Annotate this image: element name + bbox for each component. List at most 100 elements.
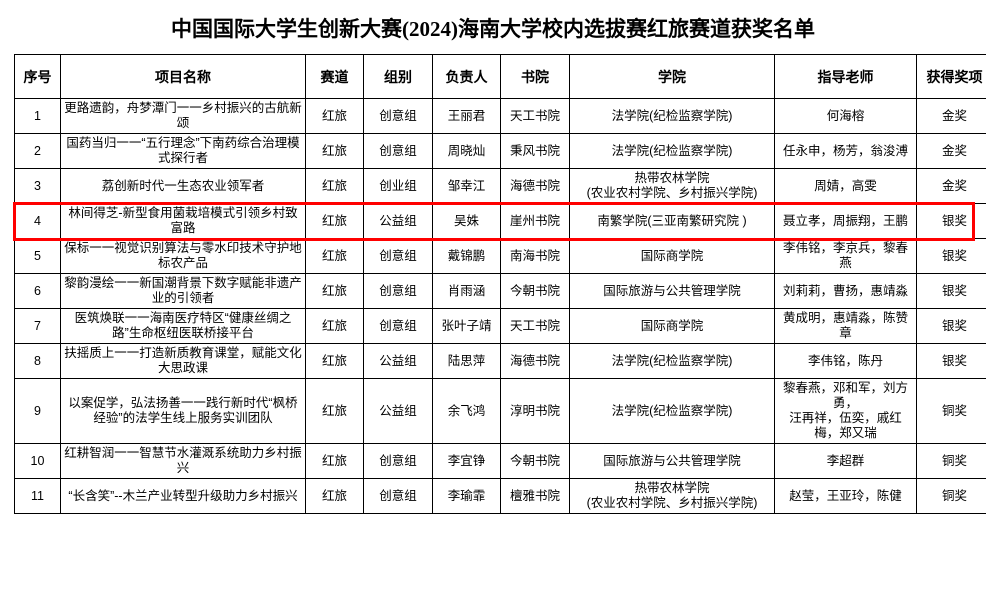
cell-group: 创意组 xyxy=(363,443,433,479)
table-row: 9 以案促学，弘法扬善一一践行新时代“枫桥经验”的法学生线上服务实训团队 红旅 公益组… xyxy=(14,378,986,444)
cell-award: 银奖 xyxy=(916,273,986,309)
cell-award: 金奖 xyxy=(916,133,986,169)
cell-track: 红旅 xyxy=(305,378,364,444)
table-row: 10 红耕智润一一智慧节水灌溉系统助力乡村振兴 红旅 创意组 李宜铮 今朝书院 国际旅游与公… xyxy=(14,443,986,479)
cell-college: 南繁学院(三亚南繁研究院 ) xyxy=(569,203,775,239)
cell-award: 银奖 xyxy=(916,308,986,344)
cell-academy: 南海书院 xyxy=(500,238,570,274)
cell-academy: 今朝书院 xyxy=(500,443,570,479)
cell-college: 热带农林学院 (农业农村学院、乡村振兴学院) xyxy=(569,168,775,204)
cell-teacher: 聂立孝，周振翔，王鹏 xyxy=(774,203,917,239)
cell-group: 创业组 xyxy=(363,168,433,204)
cell-award: 银奖 xyxy=(916,203,986,239)
cell-seq: 1 xyxy=(14,98,61,134)
cell-academy: 今朝书院 xyxy=(500,273,570,309)
column-header-track: 赛道 xyxy=(305,54,364,99)
cell-academy: 海德书院 xyxy=(500,168,570,204)
cell-award: 铜奖 xyxy=(916,443,986,479)
cell-college: 国际商学院 xyxy=(569,238,775,274)
cell-project-name: “长含笑”--木兰产业转型升级助力乡村振兴 xyxy=(60,478,306,514)
cell-teacher: 何海榕 xyxy=(774,98,917,134)
cell-project-name: 黎韵漫绘一一新国潮背景下数字赋能非遗产业的引领者 xyxy=(60,273,306,309)
cell-track: 红旅 xyxy=(305,273,364,309)
column-header-award: 获得奖项 xyxy=(916,54,986,99)
cell-teacher: 刘莉莉，曹扬，惠靖淼 xyxy=(774,273,917,309)
cell-leader: 邹幸江 xyxy=(432,168,501,204)
table-row: 3 荔创新时代一生态农业领军者 红旅 创业组 邹幸江 海德书院 热带农林学院 (农业农村学院、… xyxy=(14,168,986,204)
cell-track: 红旅 xyxy=(305,238,364,274)
cell-group: 创意组 xyxy=(363,133,433,169)
cell-college: 国际商学院 xyxy=(569,308,775,344)
cell-project-name: 荔创新时代一生态农业领军者 xyxy=(60,168,306,204)
table-row: 7 医筑焕联一一海南医疗特区“健康丝绸之路”生命枢纽医联桥接平台 红旅 创意组 张叶子靖… xyxy=(14,308,986,344)
column-header-college: 学院 xyxy=(569,54,775,99)
cell-seq: 6 xyxy=(14,273,61,309)
cell-leader: 李宜铮 xyxy=(432,443,501,479)
cell-group: 公益组 xyxy=(363,203,433,239)
column-header-leader: 负责人 xyxy=(432,54,501,99)
table-body: 1 更路遗韵，舟梦潭门一一乡村振兴的古航新颂 红旅 创意组 王丽君 天工书院 法学院(纪检监… xyxy=(14,98,986,514)
cell-teacher: 任永申，杨芳，翁浚溥 xyxy=(774,133,917,169)
cell-project-name: 更路遗韵，舟梦潭门一一乡村振兴的古航新颂 xyxy=(60,98,306,134)
cell-college: 国际旅游与公共管理学院 xyxy=(569,273,775,309)
cell-leader: 周晓灿 xyxy=(432,133,501,169)
cell-award: 金奖 xyxy=(916,168,986,204)
cell-award: 铜奖 xyxy=(916,478,986,514)
cell-project-name: 红耕智润一一智慧节水灌溉系统助力乡村振兴 xyxy=(60,443,306,479)
column-header-academy: 书院 xyxy=(500,54,570,99)
award-table: 序号 项目名称 赛道 组别 负责人 书院 学院 指导老师 获得奖项 1 更路遗韵，… xyxy=(14,54,986,514)
cell-academy: 崖州书院 xyxy=(500,203,570,239)
cell-group: 公益组 xyxy=(363,343,433,379)
cell-academy: 秉风书院 xyxy=(500,133,570,169)
cell-college: 国际旅游与公共管理学院 xyxy=(569,443,775,479)
cell-seq: 7 xyxy=(14,308,61,344)
cell-teacher: 黎春燕，邓和军，刘方勇， 汪再祥，伍奕，戚红梅，郑又瑞 xyxy=(774,378,917,444)
column-header-seq: 序号 xyxy=(14,54,61,99)
table-row: 2 国药当归一一“五行理念”下南药综合治理模式探行者 红旅 创意组 周晓灿 秉风书院 法学院… xyxy=(14,133,986,169)
cell-seq: 9 xyxy=(14,378,61,444)
cell-seq: 2 xyxy=(14,133,61,169)
cell-leader: 肖雨涵 xyxy=(432,273,501,309)
cell-award: 铜奖 xyxy=(916,378,986,444)
cell-seq: 8 xyxy=(14,343,61,379)
table-header-row: 序号 项目名称 赛道 组别 负责人 书院 学院 指导老师 获得奖项 xyxy=(14,54,986,99)
cell-group: 创意组 xyxy=(363,478,433,514)
cell-leader: 张叶子靖 xyxy=(432,308,501,344)
column-header-teacher: 指导老师 xyxy=(774,54,917,99)
cell-college: 法学院(纪检监察学院) xyxy=(569,133,775,169)
cell-project-name: 以案促学，弘法扬善一一践行新时代“枫桥经验”的法学生线上服务实训团队 xyxy=(60,378,306,444)
cell-seq: 5 xyxy=(14,238,61,274)
cell-leader: 戴锦鹏 xyxy=(432,238,501,274)
table-row: 4 林间得芝-新型食用菌栽培模式引领乡村致富路 红旅 公益组 吴姝 崖州书院 南繁学院(三亚… xyxy=(14,203,986,239)
cell-teacher: 赵莹，王亚玲，陈健 xyxy=(774,478,917,514)
cell-teacher: 李伟铭，李京兵，黎春燕 xyxy=(774,238,917,274)
column-header-group: 组别 xyxy=(363,54,433,99)
cell-seq: 10 xyxy=(14,443,61,479)
cell-project-name: 国药当归一一“五行理念”下南药综合治理模式探行者 xyxy=(60,133,306,169)
award-table-container: 序号 项目名称 赛道 组别 负责人 书院 学院 指导老师 获得奖项 1 更路遗韵，… xyxy=(13,54,986,514)
cell-teacher: 李伟铭，陈丹 xyxy=(774,343,917,379)
table-row: 1 更路遗韵，舟梦潭门一一乡村振兴的古航新颂 红旅 创意组 王丽君 天工书院 法学院(纪检监… xyxy=(14,98,986,134)
cell-group: 公益组 xyxy=(363,378,433,444)
cell-project-name: 林间得芝-新型食用菌栽培模式引领乡村致富路 xyxy=(60,203,306,239)
cell-track: 红旅 xyxy=(305,478,364,514)
table-row: 11 “长含笑”--木兰产业转型升级助力乡村振兴 红旅 创意组 李瑜霏 檀雅书院 热带农林学… xyxy=(14,478,986,514)
table-row: 8 扶摇质上一一打造新质教育课堂，赋能文化大思政课 红旅 公益组 陆思萍 海德书院 法学院(… xyxy=(14,343,986,379)
cell-teacher: 李超群 xyxy=(774,443,917,479)
cell-leader: 余飞鸿 xyxy=(432,378,501,444)
cell-teacher: 周婧，高雯 xyxy=(774,168,917,204)
cell-project-name: 扶摇质上一一打造新质教育课堂，赋能文化大思政课 xyxy=(60,343,306,379)
cell-academy: 檀雅书院 xyxy=(500,478,570,514)
cell-seq: 11 xyxy=(14,478,61,514)
cell-seq: 3 xyxy=(14,168,61,204)
cell-academy: 天工书院 xyxy=(500,308,570,344)
page-title: 中国国际大学生创新大赛(2024)海南大学校内选拔赛红旅赛道获奖名单 xyxy=(171,17,815,41)
table-row: 5 保标一一视觉识别算法与零水印技术守护地标农产品 红旅 创意组 戴锦鹏 南海书院 国际商学… xyxy=(14,238,986,274)
cell-leader: 吴姝 xyxy=(432,203,501,239)
cell-group: 创意组 xyxy=(363,308,433,344)
cell-project-name: 医筑焕联一一海南医疗特区“健康丝绸之路”生命枢纽医联桥接平台 xyxy=(60,308,306,344)
cell-academy: 淳明书院 xyxy=(500,378,570,444)
cell-academy: 海德书院 xyxy=(500,343,570,379)
column-header-name: 项目名称 xyxy=(60,54,306,99)
